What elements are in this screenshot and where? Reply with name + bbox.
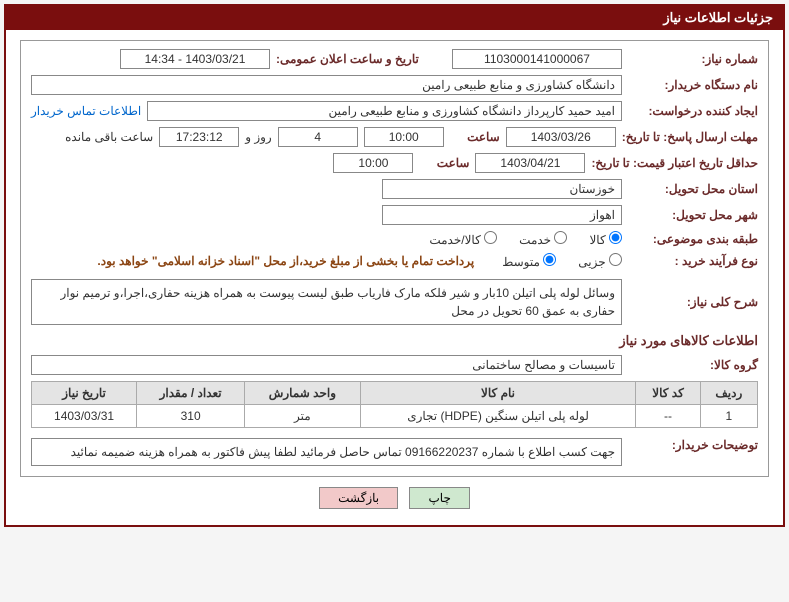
requester-value: امید حمید کارپرداز دانشگاه کشاورزی و منا… (147, 101, 622, 121)
buyer-org-value: دانشگاه کشاورزی و منابع طبیعی رامین (31, 75, 622, 95)
items-table: ردیف کد کالا نام کالا واحد شمارش تعداد /… (31, 381, 758, 428)
payment-note: پرداخت تمام یا بخشی از مبلغ خرید،از محل … (97, 254, 474, 268)
validity-time-value: 10:00 (333, 153, 413, 173)
reply-deadline-label: مهلت ارسال پاسخ: تا تاریخ: (622, 130, 758, 144)
cell-qty: 310 (137, 405, 245, 428)
cell-code: -- (636, 405, 700, 428)
reply-time-value: 10:00 (364, 127, 444, 147)
buyer-notes-label: توضیحات خریدار: (628, 438, 758, 452)
province-value: خوزستان (382, 179, 622, 199)
radio-goods[interactable]: کالا (589, 231, 622, 247)
need-desc-value: وسائل لوله پلی اتیلن 10بار و شیر فلکه ما… (31, 279, 622, 325)
form-frame: شماره نیاز: 1103000141000067 تاریخ و ساع… (20, 40, 769, 477)
th-qty: تعداد / مقدار (137, 382, 245, 405)
need-desc-label: شرح کلی نیاز: (628, 295, 758, 309)
time-label-2: ساعت (419, 156, 469, 170)
need-no-value: 1103000141000067 (452, 49, 622, 69)
requester-label: ایجاد کننده درخواست: (628, 104, 758, 118)
reply-date-value: 1403/03/26 (506, 127, 616, 147)
th-unit: واحد شمارش (245, 382, 361, 405)
cell-unit: متر (245, 405, 361, 428)
cell-need-date: 1403/03/31 (32, 405, 137, 428)
remaining-time-value: 17:23:12 (159, 127, 239, 147)
buyer-org-label: نام دستگاه خریدار: (628, 78, 758, 92)
validity-label: حداقل تاریخ اعتبار قیمت: تا تاریخ: (591, 156, 758, 170)
city-value: اهواز (382, 205, 622, 225)
cell-name: لوله پلی اتیلن سنگین (HDPE) تجاری (360, 405, 636, 428)
radio-medium[interactable]: متوسط (502, 253, 556, 269)
announce-dt-label: تاریخ و ساعت اعلان عمومی: (276, 52, 446, 66)
radio-goods-service[interactable]: کالا/خدمت (429, 231, 497, 247)
th-row: ردیف (700, 382, 757, 405)
validity-date-value: 1403/04/21 (475, 153, 585, 173)
remaining-label: ساعت باقی مانده (65, 130, 153, 144)
province-label: استان محل تحویل: (628, 182, 758, 196)
th-code: کد کالا (636, 382, 700, 405)
buyer-notes-value: جهت کسب اطلاع با شماره 09166220237 تماس … (31, 438, 622, 466)
th-need-date: تاریخ نیاز (32, 382, 137, 405)
announce-dt-value: 1403/03/21 - 14:34 (120, 49, 270, 69)
print-button[interactable]: چاپ (409, 487, 469, 509)
purchase-type-label: نوع فرآیند خرید : (628, 254, 758, 268)
back-button[interactable]: بازگشت (319, 487, 398, 509)
goods-group-label: گروه کالا: (628, 358, 758, 372)
table-row: 1 -- لوله پلی اتیلن سنگین (HDPE) تجاری م… (32, 405, 758, 428)
days-and-label: روز و (245, 130, 272, 144)
city-label: شهر محل تحویل: (628, 208, 758, 222)
subject-class-label: طبقه بندی موضوعی: (628, 232, 758, 246)
main-panel: جزئیات اطلاعات نیاز شماره نیاز: 11030001… (4, 4, 785, 527)
items-section-title: اطلاعات کالاهای مورد نیاز (31, 333, 758, 349)
panel-title: جزئیات اطلاعات نیاز (6, 6, 783, 30)
th-name: نام کالا (360, 382, 636, 405)
goods-group-value: تاسیسات و مصالح ساختمانی (31, 355, 622, 375)
radio-service[interactable]: خدمت (519, 231, 567, 247)
remaining-days-value: 4 (278, 127, 358, 147)
time-label-1: ساعت (450, 130, 500, 144)
buyer-contact-link[interactable]: اطلاعات تماس خریدار (31, 104, 141, 118)
cell-row: 1 (700, 405, 757, 428)
radio-small[interactable]: جزیی (578, 253, 622, 269)
need-no-label: شماره نیاز: (628, 52, 758, 66)
